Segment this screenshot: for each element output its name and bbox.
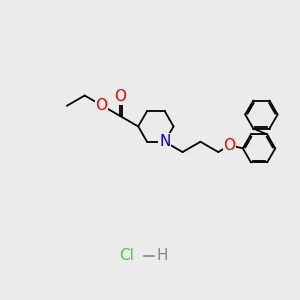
Text: N: N (159, 134, 170, 149)
Text: O: O (95, 98, 107, 113)
Text: O: O (224, 138, 236, 153)
Text: Cl: Cl (119, 248, 134, 263)
Text: H: H (156, 248, 167, 263)
Text: O: O (114, 89, 126, 104)
